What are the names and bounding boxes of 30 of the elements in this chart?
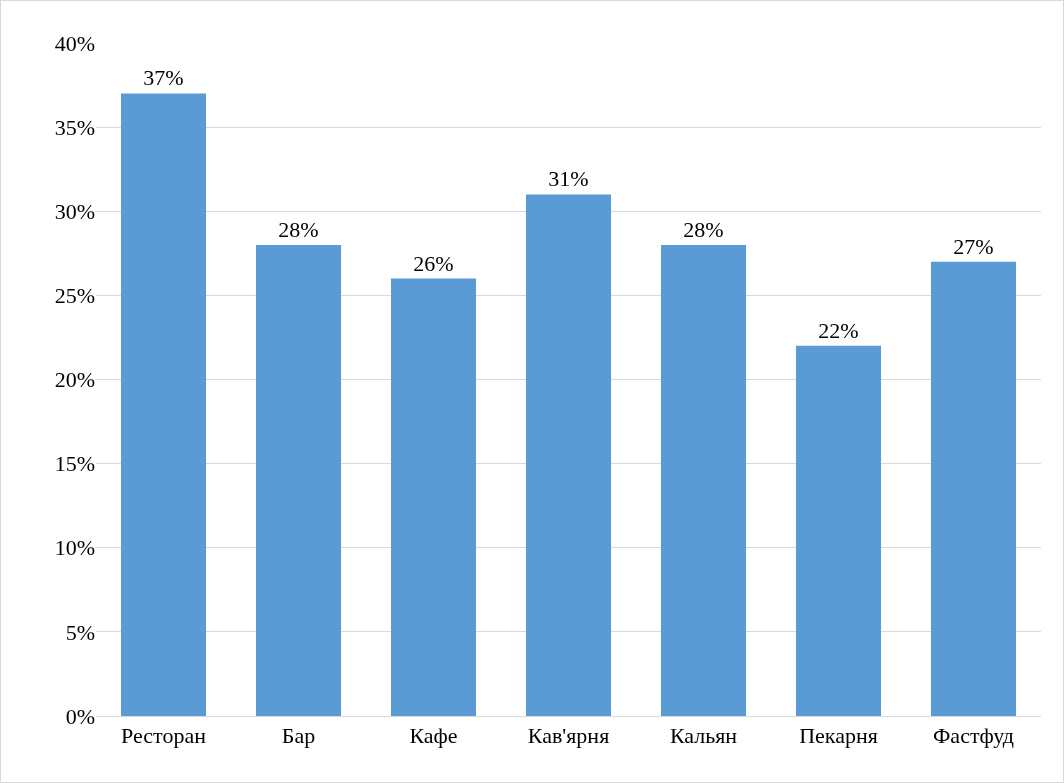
- y-tick-label: 20%: [54, 367, 95, 393]
- data-label: 37%: [143, 65, 184, 91]
- y-tick-label: 0%: [65, 703, 95, 729]
- data-label: 28%: [683, 216, 724, 242]
- x-tick-label: Кав'ярня: [527, 723, 610, 749]
- data-label: 26%: [413, 250, 454, 276]
- y-tick-label: 10%: [54, 535, 95, 561]
- bar: [660, 244, 747, 716]
- y-tick-label: 5%: [65, 619, 95, 645]
- data-label: 22%: [818, 317, 859, 343]
- bar: [390, 278, 477, 716]
- bar: [255, 244, 342, 716]
- x-tick-label: Ресторан: [121, 723, 207, 749]
- y-tick-label: 25%: [54, 283, 95, 309]
- bar: [795, 345, 882, 716]
- y-tick-label: 40%: [54, 30, 95, 56]
- x-tick-label: Пекарня: [799, 723, 878, 749]
- x-tick-label: Кафе: [409, 723, 458, 749]
- y-tick-label: 35%: [54, 114, 95, 140]
- y-tick-label: 15%: [54, 451, 95, 477]
- bar: [120, 93, 207, 716]
- y-tick-label: 30%: [54, 198, 95, 224]
- bar: [930, 261, 1017, 716]
- bar: [525, 194, 612, 716]
- x-tick-label: Бар: [281, 723, 316, 749]
- data-label: 28%: [278, 216, 319, 242]
- x-tick-label: Кальян: [669, 723, 738, 749]
- data-label: 31%: [548, 166, 589, 192]
- x-tick-label: Фастфуд: [932, 723, 1015, 749]
- data-label: 27%: [953, 233, 994, 259]
